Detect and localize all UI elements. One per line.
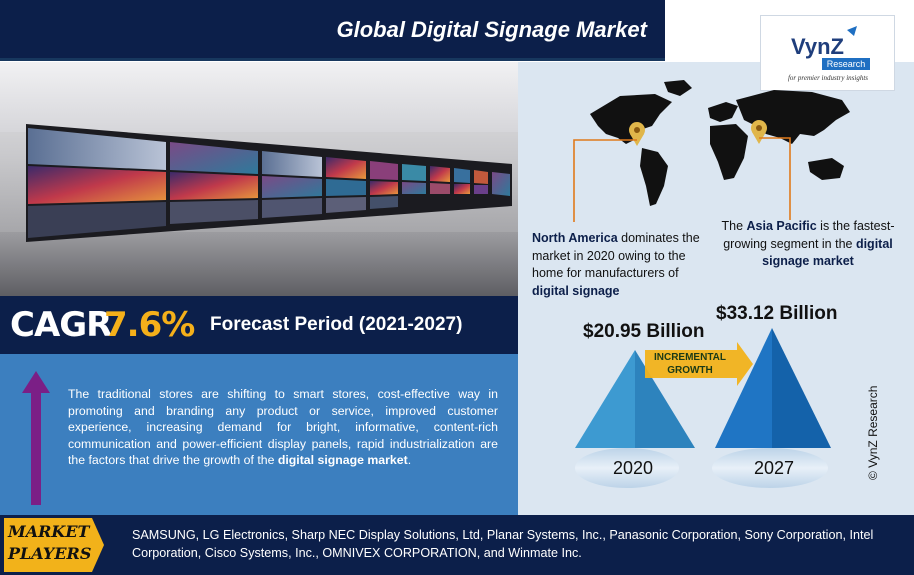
location-pin-icon: [629, 122, 645, 146]
logo-tagline: for premier industry insights: [788, 74, 868, 82]
ap-pre: The: [721, 219, 747, 233]
year-2020: 2020: [613, 458, 654, 478]
incremental-line-2: GROWTH: [667, 365, 713, 376]
market-players-list: SAMSUNG, LG Electronics, Sharp NEC Displ…: [132, 528, 874, 560]
pyramid-2027-left: [715, 328, 772, 448]
na-bold2: digital signage: [532, 283, 620, 298]
logo-brand: VynZ: [791, 34, 844, 59]
value-2027: $33.12 Billion: [716, 303, 838, 324]
forecast-period: Forecast Period (2021-2027): [210, 314, 463, 335]
title-underline: [0, 58, 665, 61]
photo-ceiling: [0, 62, 518, 132]
ap-text: is the fastest-growing segment in the: [723, 219, 895, 251]
incremental-line-1: INCREMENTAL: [653, 352, 727, 363]
mp-line-2: PLAYERS: [8, 544, 92, 563]
asia-pacific-callout: The Asia Pacific is the fastest-growing …: [718, 218, 898, 271]
cagr-band: [0, 296, 518, 354]
photo-floor: [0, 232, 518, 296]
page-title: Global Digital Signage Market: [336, 17, 647, 42]
video-wall-photo: [0, 62, 518, 296]
cagr-value: 7.6%: [104, 305, 195, 345]
up-arrow-icon: [22, 371, 50, 505]
north-america-callout: North America dominates the market in 20…: [532, 230, 717, 300]
right-arrow-icon: [645, 342, 753, 386]
na-text: dominates the market in 2020 owing to th…: [532, 231, 700, 280]
market-size-pyramids: [575, 328, 831, 488]
location-pin-icon: [751, 120, 767, 144]
copyright-text: © VynZ Research: [866, 385, 880, 480]
ap-bold2: digital signage market: [762, 236, 893, 269]
world-map: [573, 80, 850, 222]
video-wall-screens: [26, 124, 512, 242]
logo-sub: Research: [827, 59, 866, 69]
cagr-label: CAGR: [10, 305, 112, 345]
drivers-body: The traditional stores are shifting to s…: [68, 387, 498, 467]
na-bold: North America: [532, 231, 618, 245]
pyramid-2027-right: [772, 328, 831, 448]
drivers-panel: [0, 354, 518, 515]
year-2027: 2027: [754, 458, 795, 478]
drivers-end: .: [407, 453, 412, 467]
vynz-logo: VynZ Research for premier industry insig…: [760, 15, 895, 91]
footer-bar: [0, 515, 914, 575]
drivers-bold: digital signage market: [277, 453, 408, 467]
pyramid-2020-left: [575, 350, 635, 448]
market-players-label: MARKET PLAYERS: [8, 521, 98, 565]
ap-bold: Asia Pacific: [746, 219, 817, 233]
drivers-text: The traditional stores are shifting to s…: [68, 386, 498, 469]
value-2020: $20.95 Billion: [583, 321, 705, 342]
mp-line-1: MARKET: [8, 522, 90, 541]
title-bar: Global Digital Signage Market: [0, 0, 665, 60]
incremental-growth-label: INCREMENTAL GROWTH: [649, 351, 731, 377]
market-players-badge: [4, 518, 104, 572]
